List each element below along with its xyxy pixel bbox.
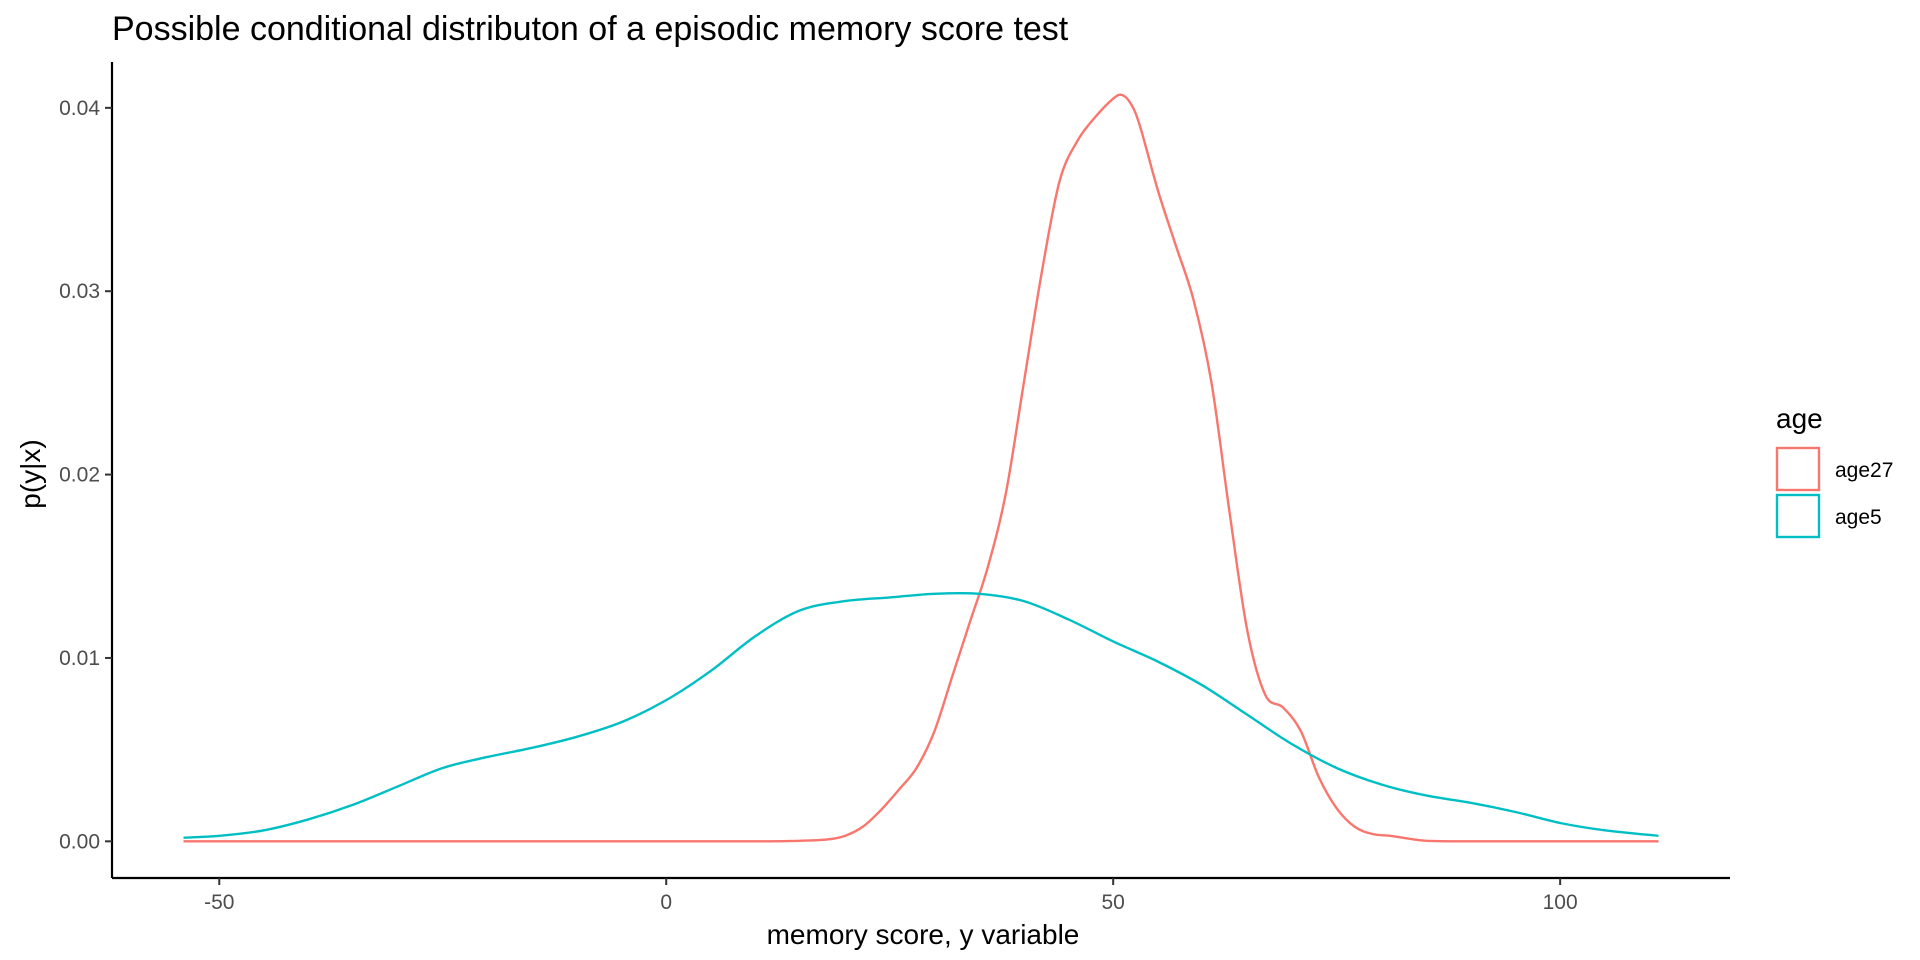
y-tick-label: 0.03 [59,280,100,303]
legend-key-age5 [1775,493,1821,539]
series-line-age5 [183,591,1659,839]
legend-label-age5: age5 [1835,506,1882,529]
x-tick-label: 0 [660,891,672,914]
legend-key-age27 [1775,446,1821,492]
x-axis-ticks: -50 0 50 100 [204,878,1578,914]
y-tick-label: 0.01 [59,647,100,670]
x-tick-label: 50 [1102,891,1125,914]
y-tick-label: 0.04 [59,97,100,120]
chart-title: Possible conditional distributon of a ep… [112,10,1069,48]
x-axis-title: memory score, y variable [767,919,1080,950]
series-line-age27 [183,93,1659,843]
plot-area: -50 0 50 100 0.00 0.01 0.02 0.03 0.04 [59,62,1730,914]
y-axis-title: p(y|x) [15,439,46,509]
y-tick-label: 0.00 [59,830,100,853]
legend-label-age27: age27 [1835,459,1893,482]
legend-title: age [1776,403,1823,434]
y-axis-ticks: 0.00 0.01 0.02 0.03 0.04 [59,97,112,853]
legend: age age27 age5 [1775,403,1893,539]
x-tick-label: 100 [1543,891,1578,914]
y-tick-label: 0.02 [59,464,100,487]
legend-items: age27 age5 [1775,446,1893,539]
series-layer [183,93,1659,843]
x-tick-label: -50 [204,891,234,914]
